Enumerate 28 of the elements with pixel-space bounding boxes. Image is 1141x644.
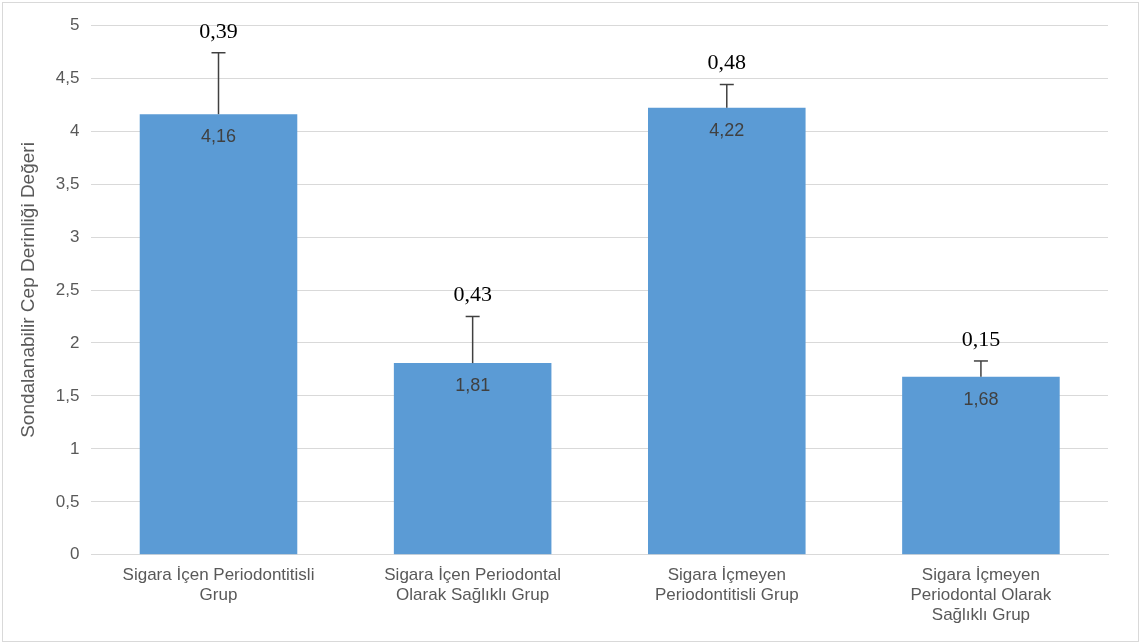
x-tick-label: Sigara İçen Periodontitisli Grup <box>122 564 315 605</box>
y-tick-label: 1,5 <box>55 385 80 405</box>
bar <box>648 107 806 555</box>
y-tick-label: 4 <box>69 120 80 140</box>
bar <box>139 114 298 555</box>
x-tick-label: Sigara İçmeyen Periodontal Olarak Sağlıklı Grup <box>910 564 1052 625</box>
y-tick-label: 5 <box>69 14 80 34</box>
y-tick-label: 3 <box>69 226 80 246</box>
y-tick-label: 1 <box>69 438 80 458</box>
y-tick-label: 4,5 <box>55 67 80 87</box>
data-label: 1,81 <box>455 375 491 396</box>
y-tick-label: 0 <box>69 544 80 564</box>
bar <box>393 363 552 555</box>
y-axis-title: Sondalanabilir Cep Derinliği Değeri <box>16 142 38 438</box>
data-label: 4,22 <box>709 119 745 140</box>
y-tick-label: 2,5 <box>55 279 80 299</box>
data-label: 1,68 <box>963 388 999 409</box>
annotation: 0,48 <box>707 49 747 75</box>
annotation: 0,39 <box>199 17 238 43</box>
y-tick-label: 0,5 <box>55 491 80 511</box>
y-tick-label: 2 <box>69 332 80 352</box>
data-label: 4,16 <box>200 126 237 147</box>
y-tick-label: 3,5 <box>55 173 80 193</box>
annotation: 0,15 <box>961 325 1001 351</box>
x-tick-label: Sigara İçmeyen Periodontitisli Grup <box>654 564 799 605</box>
x-tick-label: Sigara İçen Periodontal Olarak Sağlıklı Grup <box>384 564 562 605</box>
annotation: 0,43 <box>453 281 492 307</box>
bar <box>902 376 1060 555</box>
